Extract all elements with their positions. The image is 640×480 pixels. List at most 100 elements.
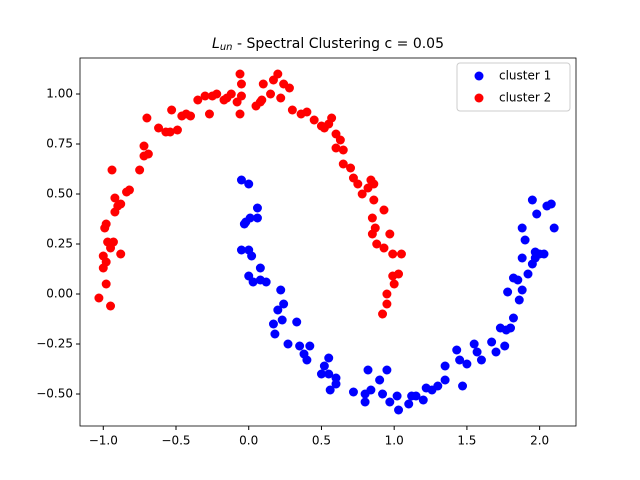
point [469,339,479,349]
point [382,365,392,375]
point [287,105,297,115]
point [331,143,341,153]
point [200,91,210,101]
legend-box [456,62,571,112]
x-tick-label: 2.0 [530,434,549,448]
point [532,209,542,219]
y-tick-label: 0.50 [46,187,73,201]
point [546,199,556,209]
point [279,299,289,309]
point [346,163,356,173]
point [348,387,358,397]
point [139,141,149,151]
point [360,397,370,407]
point [452,345,462,355]
y-tick-label: −0.25 [36,337,73,351]
point [276,93,286,103]
point [235,109,245,119]
point [369,179,379,189]
legend-label: cluster 2 [499,91,551,105]
point [388,249,398,259]
point [268,319,278,329]
point [385,397,395,407]
point [458,381,468,391]
y-tick-label: 0.00 [46,287,73,301]
point [247,251,257,261]
point [235,69,245,79]
point [261,277,271,287]
point [324,369,334,379]
point [226,89,236,99]
point [276,285,286,295]
point [283,339,293,349]
y-tick-label: 1.00 [46,87,73,101]
point [142,113,152,123]
point [319,361,329,371]
point [94,293,104,303]
point [392,391,402,401]
point [107,165,117,175]
point [514,295,524,305]
x-tick-label: 0.5 [312,434,331,448]
point [292,317,302,327]
point [357,189,367,199]
point [239,219,249,229]
point [487,337,497,347]
point [309,115,319,125]
point [302,107,312,117]
point [327,113,337,123]
point [378,309,388,319]
point [335,135,345,145]
y-tick-label: 0.25 [46,237,73,251]
point [258,79,268,89]
point [513,275,523,285]
point [236,245,246,255]
point [338,145,348,155]
point [302,355,312,365]
point [418,395,428,405]
point [305,341,315,351]
point [252,213,262,223]
x-tick-label: 1.5 [457,434,476,448]
point [284,83,294,93]
point [363,365,373,375]
point [379,243,389,253]
point [455,355,465,365]
point [106,301,116,311]
legend-label: cluster 1 [499,69,551,83]
title-rest: - Spectral Clustering c = 0.05 [233,36,445,52]
point [135,165,145,175]
legend-marker [474,93,484,103]
point [248,277,258,287]
point [382,289,392,299]
legend-marker [474,71,484,81]
point [324,353,334,363]
point [520,235,530,245]
point [379,205,389,215]
point [367,229,377,239]
point [367,213,377,223]
point [257,95,267,105]
point [116,199,126,209]
point [116,249,126,259]
chart-title: Lun - Spectral Clustering c = 0.05 [212,36,444,53]
point [236,91,246,101]
point [325,385,335,395]
point [462,359,472,369]
point [472,347,482,357]
point [396,249,406,259]
point [172,125,182,135]
x-tick-label: 0.0 [239,434,258,448]
point [167,105,177,115]
point [124,185,134,195]
y-tick-label: 0.75 [46,137,73,151]
point [476,355,486,365]
point [385,229,395,239]
point [338,159,348,169]
point [273,69,283,79]
x-tick-label: −0.5 [161,434,190,448]
point [101,219,111,229]
title-main: L [212,36,220,52]
point [394,405,404,415]
point [331,379,341,389]
